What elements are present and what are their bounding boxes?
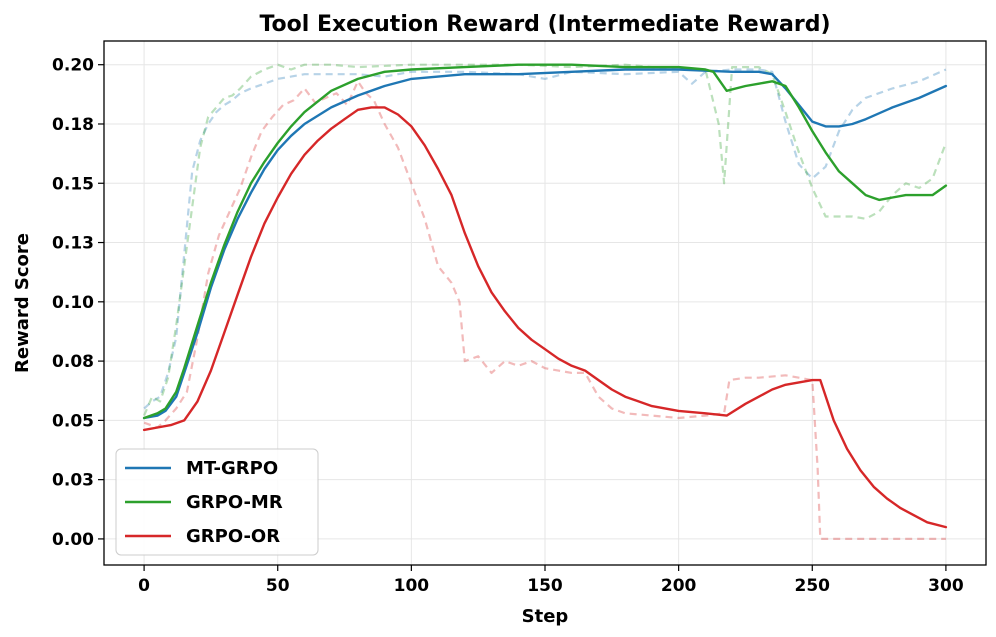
y-tick-label: 0.10	[52, 293, 94, 313]
x-axis-ticks: 0 50 100 150 200 250 300	[138, 565, 964, 596]
smoothed-series-layer	[142, 63, 948, 529]
x-tick-label: 0	[138, 576, 150, 596]
y-axis-ticks: 0.00 0.03 0.05 0.08 0.10 0.13 0.15 0.18 0.20	[52, 56, 104, 550]
x-tick-label: 200	[661, 576, 697, 596]
grpo-or-raw-line	[143, 80, 946, 541]
y-tick-label: 0.15	[52, 174, 94, 194]
x-axis-title: Step	[522, 606, 569, 627]
y-tick-label: 0.03	[52, 471, 94, 491]
legend-frame	[115, 448, 319, 556]
chart-title: Tool Execution Reward (Intermediate Rewa…	[259, 12, 830, 37]
legend-label-grpo-mr: GRPO-MR	[186, 492, 283, 513]
y-tick-label: 0.13	[52, 234, 94, 254]
legend: MT-GRPO GRPO-MR GRPO-OR	[115, 448, 319, 556]
grpo-mr-line	[142, 63, 948, 420]
x-tick-label: 300	[928, 576, 964, 596]
y-axis-title: Reward Score	[12, 233, 33, 373]
y-tick-label: 0.00	[52, 530, 94, 550]
legend-label-grpo-or: GRPO-OR	[186, 526, 280, 547]
y-tick-label: 0.20	[52, 56, 94, 76]
mt-grpo-line	[142, 68, 948, 420]
x-tick-label: 50	[266, 576, 290, 596]
grpo-or-line	[142, 106, 948, 529]
y-tick-label: 0.18	[52, 115, 94, 135]
y-tick-label: 0.08	[52, 352, 94, 372]
x-tick-label: 250	[795, 576, 831, 596]
mt-grpo-raw-line	[143, 68, 947, 410]
x-tick-label: 100	[394, 576, 430, 596]
x-tick-label: 150	[527, 576, 563, 596]
y-tick-label: 0.05	[52, 411, 94, 431]
legend-label-mt-grpo: MT-GRPO	[186, 458, 278, 479]
